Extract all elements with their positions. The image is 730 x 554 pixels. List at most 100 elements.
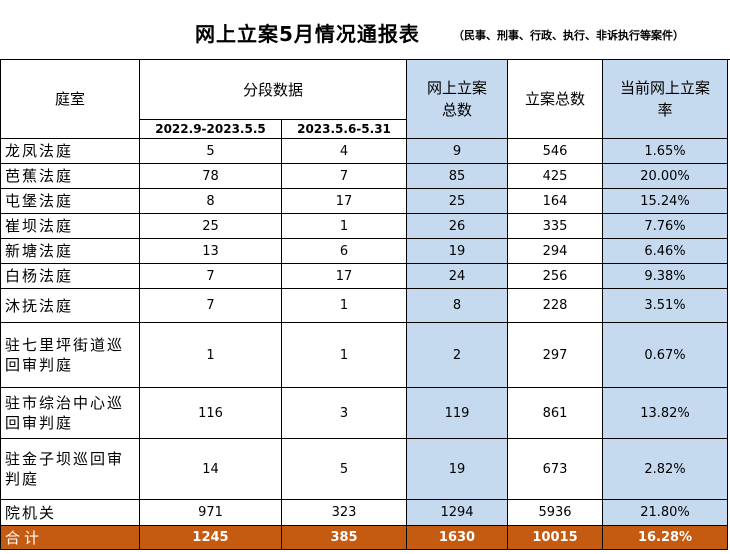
total-cases-cell: 256 (507, 263, 604, 289)
total-cases-cell: 673 (507, 438, 604, 500)
report-subtitle: （民事、刑事、行政、执行、非诉执行等案件） (453, 29, 684, 42)
header-period-1: 2022.9-2023.5.5 (139, 119, 282, 139)
header-rate-text: 当前网上立案率 (620, 79, 711, 119)
rate-cell: 20.00% (602, 163, 729, 189)
table-row: 芭蕉法庭 78 7 85 425 20.00% (0, 163, 729, 189)
online-total-cell: 9 (406, 138, 509, 164)
header-rate: 当前网上立案率 (602, 59, 729, 139)
header-online-total: 网上立案总数 (406, 59, 509, 139)
period-1-cell: 14 (139, 438, 282, 500)
table-row: 驻七里坪街道巡回审判庭 1 1 2 297 0.67% (0, 322, 729, 388)
total-cases-cell: 228 (507, 288, 604, 323)
rate-cell: 21.80% (602, 499, 729, 526)
table-row: 屯堡法庭 8 17 25 164 15.24% (0, 188, 729, 214)
table-row: 驻金子坝巡回审判庭 14 5 19 673 2.82% (0, 438, 729, 500)
online-total-cell: 8 (406, 288, 509, 323)
court-name-cell: 崔坝法庭 (0, 213, 140, 239)
rate-cell: 3.51% (602, 288, 729, 323)
period-1-cell: 8 (139, 188, 282, 214)
court-name-cell: 驻市综治中心巡回审判庭 (0, 387, 140, 439)
total-cases-cell: 546 (507, 138, 604, 164)
court-name-cell: 龙凤法庭 (0, 138, 140, 164)
online-total-cell: 19 (406, 238, 509, 264)
period-2-cell: 1 (280, 322, 408, 388)
period-2-cell: 5 (280, 438, 408, 500)
period-1-cell: 7 (139, 288, 282, 323)
period-1-cell: 116 (139, 387, 282, 439)
period-1-cell: 1245 (139, 525, 282, 550)
period-2-cell: 4 (280, 138, 408, 164)
period-1-cell: 7 (139, 263, 282, 289)
rate-cell: 15.24% (602, 188, 729, 214)
period-2-cell: 6 (280, 238, 408, 264)
period-2-cell: 3 (280, 387, 408, 439)
period-1-cell: 1 (139, 322, 282, 388)
table-row: 院机关 971 323 1294 5936 21.80% (0, 499, 729, 526)
table-row: 崔坝法庭 25 1 26 335 7.76% (0, 213, 729, 239)
court-name-cell: 芭蕉法庭 (0, 163, 140, 189)
rate-cell: 2.82% (602, 438, 729, 500)
court-name-cell: 院机关 (0, 499, 140, 526)
header-segments: 分段数据 (138, 59, 408, 120)
court-name-cell: 屯堡法庭 (0, 188, 140, 214)
court-name-cell: 驻七里坪街道巡回审判庭 (0, 322, 140, 388)
period-1-cell: 25 (139, 213, 282, 239)
total-row: 合计 1245 385 1630 10015 16.28% (0, 525, 729, 550)
period-2-cell: 17 (280, 263, 408, 289)
online-total-cell: 25 (406, 188, 509, 214)
total-cases-cell: 297 (507, 322, 604, 388)
online-total-cell: 26 (406, 213, 509, 239)
total-cases-cell: 10015 (507, 525, 604, 550)
table-row: 驻市综治中心巡回审判庭 116 3 119 861 13.82% (0, 387, 729, 439)
court-name-text: 驻市综治中心巡回审判庭 (5, 394, 125, 432)
court-name-cell: 新塘法庭 (0, 238, 140, 264)
period-1-cell: 971 (139, 499, 282, 526)
online-total-cell: 2 (406, 322, 509, 388)
rate-cell: 6.46% (602, 238, 729, 264)
header-court: 庭室 (0, 59, 140, 139)
online-total-cell: 24 (406, 263, 509, 289)
online-total-cell: 85 (406, 163, 509, 189)
period-1-cell: 78 (139, 163, 282, 189)
online-total-cell: 1630 (406, 525, 509, 550)
online-total-cell: 19 (406, 438, 509, 500)
total-cases-cell: 164 (507, 188, 604, 214)
court-name-cell: 白杨法庭 (0, 263, 140, 289)
total-cases-cell: 425 (507, 163, 604, 189)
title-row: 网上立案5月情况通报表 （民事、刑事、行政、执行、非诉执行等案件） (0, 0, 730, 60)
period-1-cell: 13 (139, 238, 282, 264)
table-row: 新塘法庭 13 6 19 294 6.46% (0, 238, 729, 264)
rate-cell: 9.38% (602, 263, 729, 289)
rate-cell: 16.28% (602, 525, 729, 550)
online-total-cell: 119 (406, 387, 509, 439)
table-row: 白杨法庭 7 17 24 256 9.38% (0, 263, 729, 289)
period-1-cell: 5 (139, 138, 282, 164)
court-name-cell: 驻金子坝巡回审判庭 (0, 438, 140, 500)
period-2-cell: 1 (280, 213, 408, 239)
report-title: 网上立案5月情况通报表 (195, 22, 420, 46)
total-cases-cell: 5936 (507, 499, 604, 526)
period-2-cell: 323 (280, 499, 408, 526)
online-total-cell: 1294 (406, 499, 509, 526)
court-name-text: 驻金子坝巡回审判庭 (5, 450, 125, 488)
total-cases-cell: 861 (507, 387, 604, 439)
period-2-cell: 17 (280, 188, 408, 214)
rate-cell: 1.65% (602, 138, 729, 164)
table-row: 龙凤法庭 5 4 9 546 1.65% (0, 138, 729, 164)
header-total-cases: 立案总数 (507, 59, 604, 139)
rate-cell: 7.76% (602, 213, 729, 239)
rate-cell: 13.82% (602, 387, 729, 439)
rate-cell: 0.67% (602, 322, 729, 388)
total-cases-cell: 335 (507, 213, 604, 239)
period-2-cell: 385 (280, 525, 408, 550)
report-table: 庭室 分段数据 网上立案总数 立案总数 当前网上立案率 2022.9-2023.… (0, 59, 729, 550)
period-2-cell: 1 (280, 288, 408, 323)
header-period-2: 2023.5.6-5.31 (280, 119, 408, 139)
court-name-cell: 沐抚法庭 (0, 288, 140, 323)
table-row: 沐抚法庭 7 1 8 228 3.51% (0, 288, 729, 323)
header-online-total-text: 网上立案总数 (427, 79, 488, 119)
court-name-text: 驻七里坪街道巡回审判庭 (5, 336, 125, 374)
court-name-cell: 合计 (0, 525, 140, 550)
total-cases-cell: 294 (507, 238, 604, 264)
